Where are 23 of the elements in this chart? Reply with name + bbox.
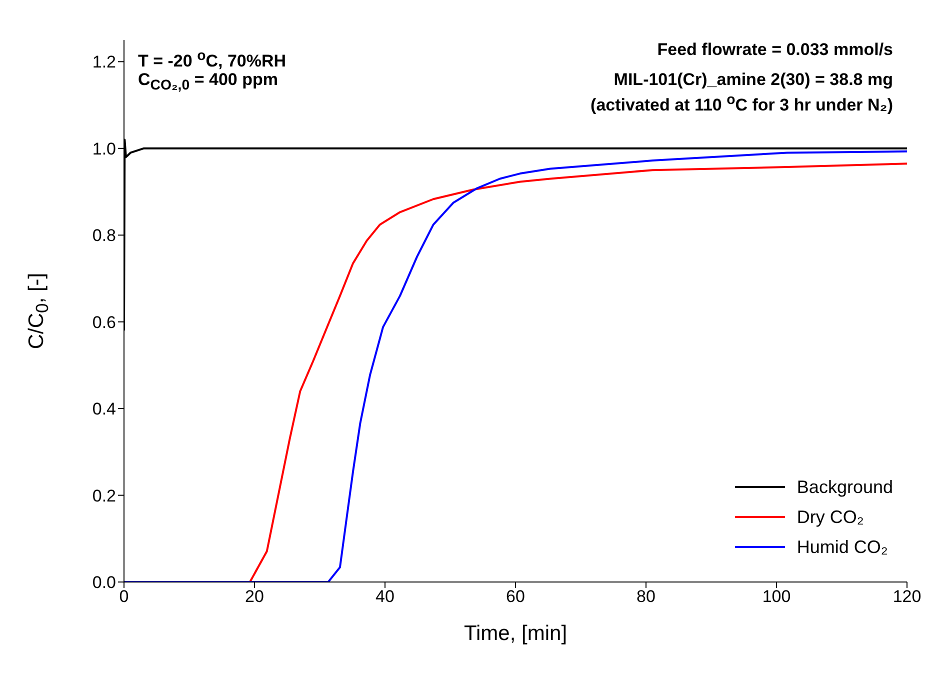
x-tick-label: 60 [506,587,525,606]
legend-label: Background [796,476,893,498]
legend-label: Humid CO₂ [796,536,888,558]
y-tick-label: 0.0 [92,573,116,592]
legend-label: Dry CO₂ [796,506,864,528]
annotation: C$_{CO₂,0}$ = 400 ppm [138,70,278,94]
y-tick-label: 0.2 [92,486,116,506]
x-tick-label: 80 [636,587,656,606]
x-tick-label: 120 [892,587,922,606]
y-tick-label: 1.0 [92,139,116,158]
annotation: (activated at 110 $^{o}$C for 3 hr under N₂) [590,92,893,116]
annotation: T = -20 $^{o}$C, 70%RH [138,48,286,72]
annotation: MIL-101(Cr)_amine 2(30) = 38.8 mg [614,70,893,90]
x-tick-label: 20 [245,587,264,606]
annotation: Feed flowrate = 0.033 mmol/s [657,40,893,60]
y-tick-label: 0.4 [92,400,116,419]
y-tick-label: 0.8 [92,226,116,246]
y-tick-label: 1.2 [92,52,116,72]
y-tick-label: 0.6 [92,312,116,332]
x-axis-title: Time, [min] [462,622,568,646]
x-tick-label: 40 [376,587,394,606]
x-tick-label: 100 [762,587,791,606]
x-tick-label: 0 [119,587,129,606]
